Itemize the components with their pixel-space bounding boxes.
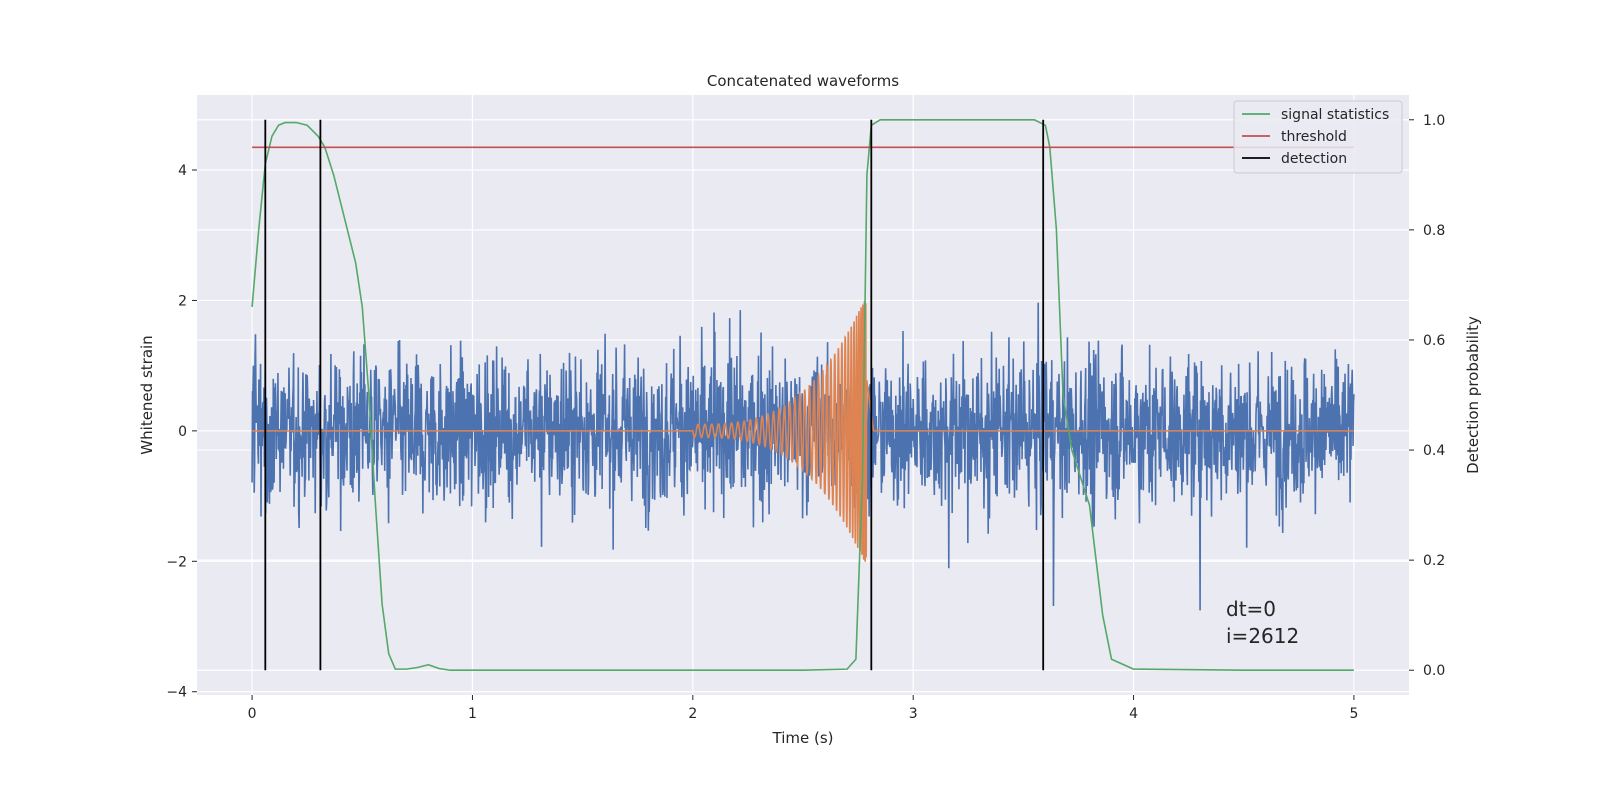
legend-label-detection: detection [1281, 151, 1347, 167]
chirp-series [252, 301, 1354, 562]
statistics-line [251, 118, 1354, 672]
chirp-line [252, 301, 1354, 562]
detection-lines [264, 119, 1045, 671]
legend: signal statistics threshold detection [1233, 100, 1403, 174]
tick-marks: 0 1 2 3 4 5 −4 −2 0 2 4 0.0 0.2 0.4 0.6 0.8 1.0 [166, 113, 1445, 722]
y-right-tick-label: 1.0 [1423, 113, 1445, 129]
y-tick-label: 4 [178, 163, 187, 179]
legend-label-statistics: signal statistics [1281, 107, 1389, 123]
y-tick-label: 0 [178, 424, 187, 440]
legend-box [1233, 100, 1403, 174]
y-tick-label: −2 [166, 554, 187, 570]
x-tick-label: 5 [1349, 706, 1358, 722]
chart-title: Concatenated waveforms [707, 72, 899, 90]
x-tick-label: 3 [909, 706, 918, 722]
y-right-tick-label: 0.4 [1423, 443, 1445, 459]
statistics-series [251, 118, 1354, 672]
y-right-tick-label: 0.6 [1423, 333, 1445, 349]
y-right-tick-label: 0.8 [1423, 223, 1445, 239]
x-tick-label: 0 [248, 706, 257, 722]
annotation-dt: dt=0 [1226, 597, 1276, 621]
y-tick-label: 2 [178, 293, 187, 309]
y-axis-label: Whitened strain [138, 335, 156, 454]
x-tick-label: 1 [468, 706, 477, 722]
y-right-tick-label: 0.0 [1423, 663, 1445, 679]
legend-label-threshold: threshold [1281, 129, 1347, 145]
annotation-i: i=2612 [1226, 624, 1299, 648]
y-right-tick-label: 0.2 [1423, 553, 1445, 569]
y-tick-label: −4 [166, 685, 187, 701]
x-axis-label: Time (s) [772, 729, 834, 747]
y-axis-right-label: Detection probability [1464, 316, 1482, 474]
x-tick-label: 2 [688, 706, 697, 722]
x-tick-label: 4 [1129, 706, 1138, 722]
